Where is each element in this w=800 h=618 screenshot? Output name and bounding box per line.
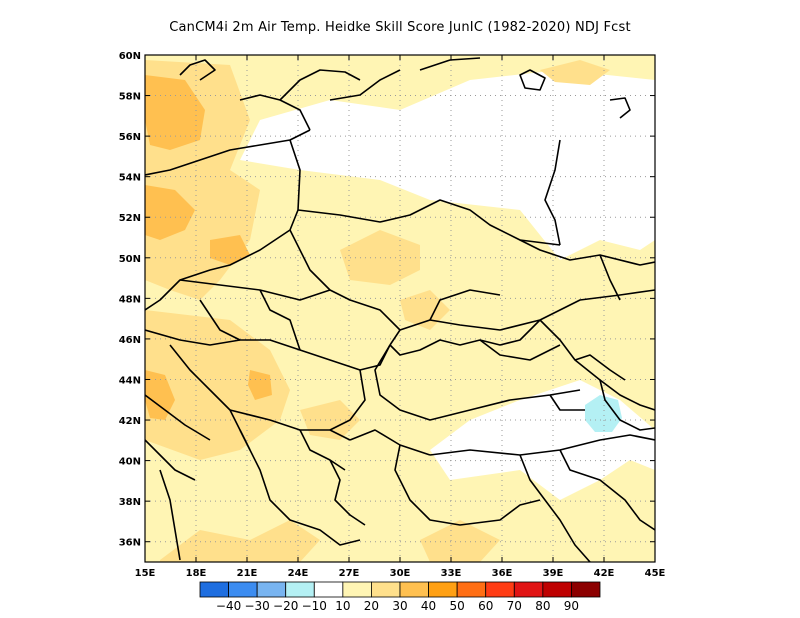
colorbar-label: −40 [216, 599, 241, 613]
lat-tick-label: 48N [119, 294, 141, 305]
colorbar-swatch [428, 581, 458, 598]
lat-tick-label: 44N [119, 375, 141, 386]
colorbar-label: 10 [335, 599, 350, 613]
colorbar-swatch [199, 581, 229, 598]
skill-negative-areas [585, 395, 622, 432]
lat-tick-label: 42N [119, 416, 141, 427]
colorbar-swatch [399, 581, 429, 598]
lon-tick-label: 21E [237, 568, 258, 579]
colorbar-swatch [571, 581, 601, 598]
colorbar-label: 60 [478, 599, 493, 613]
colorbar-label: 70 [507, 599, 522, 613]
map-title: CanCM4i 2m Air Temp. Heidke Skill Score … [169, 20, 631, 35]
colorbar-swatch [542, 581, 572, 598]
colorbar-swatch [485, 581, 515, 598]
colorbar-label: −10 [302, 599, 327, 613]
map-axes: 15E 18E 21E 24E 27E 30E 33E 36E 39E 42E 45E 60N 58N 5… [119, 51, 666, 579]
colorbar-swatch [456, 581, 487, 598]
lat-tick-label: 52N [119, 213, 141, 224]
colorbar: −40 −30 −20 −10 10 20 30 40 50 60 70 80 90 [199, 581, 601, 613]
lat-tick-label: 38N [119, 497, 141, 508]
colorbar-swatch [285, 581, 315, 598]
lat-tick-label: 50N [119, 254, 141, 265]
lon-tick-label: 15E [135, 568, 156, 579]
skill-10-20-areas [145, 55, 655, 562]
lon-tick-label: 24E [288, 568, 309, 579]
colorbar-label: 20 [364, 599, 379, 613]
lon-tick-label: 18E [186, 568, 207, 579]
lat-tick-label: 58N [119, 92, 141, 103]
colorbar-label: 50 [450, 599, 465, 613]
lon-tick-label: 30E [390, 568, 411, 579]
colorbar-label: −20 [273, 599, 298, 613]
colorbar-label: 80 [535, 599, 550, 613]
colorbar-swatch [256, 581, 287, 598]
colorbar-label: 30 [392, 599, 407, 613]
lat-tick-label: 54N [119, 173, 141, 184]
lat-tick-label: 40N [119, 457, 141, 468]
lat-tick-label: 56N [119, 132, 141, 143]
lon-tick-label: 36E [492, 568, 513, 579]
colorbar-swatch [371, 581, 401, 598]
lon-tick-label: 45E [645, 568, 666, 579]
country-borders [145, 57, 655, 562]
lat-tick-label: 46N [119, 335, 141, 346]
colorbar-swatch [342, 581, 372, 598]
lat-tick-label: 36N [119, 538, 141, 549]
lon-tick-label: 39E [543, 568, 564, 579]
lon-tick-label: 42E [594, 568, 615, 579]
colorbar-label: −30 [244, 599, 269, 613]
colorbar-label: 40 [421, 599, 436, 613]
colorbar-swatch [513, 581, 544, 598]
colorbar-label: 90 [564, 599, 579, 613]
colorbar-swatch [313, 581, 344, 598]
shaded-skill-field [145, 55, 655, 562]
lon-tick-label: 27E [339, 568, 360, 579]
lat-tick-label: 60N [119, 51, 141, 62]
colorbar-swatch [228, 581, 258, 598]
lon-tick-label: 33E [441, 568, 462, 579]
